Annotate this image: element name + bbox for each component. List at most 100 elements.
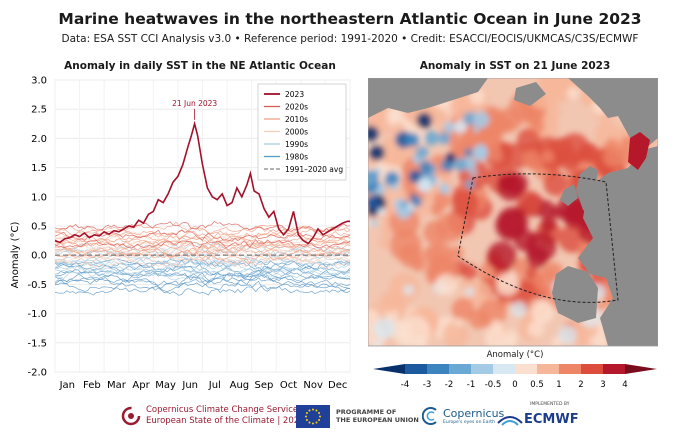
ne-atlantic-region-outline — [457, 173, 619, 303]
eu-line2: THE EUROPEAN UNION — [336, 416, 419, 424]
x-tick-label: Apr — [132, 380, 150, 391]
decade-line-2010s — [54, 246, 351, 258]
y-tick-label: 2.0 — [31, 134, 47, 145]
copernicus-icon — [422, 407, 437, 425]
page-title: Marine heatwaves in the northeastern Atl… — [58, 10, 642, 28]
decade-line-2010s — [55, 230, 351, 246]
x-tick-label: Dec — [328, 380, 347, 391]
footer: Copernicus Climate Change Service Europe… — [0, 398, 700, 434]
colorbar-segment — [515, 364, 538, 374]
decade-line-2020s — [54, 239, 351, 249]
x-tick-label: Jan — [59, 380, 75, 391]
line-chart-axis: 3.0 2.5 2.0 1.5 1.0 0.5 0.0 -0.5 -1.0 -1.5 -2.0 Jan… — [27, 76, 347, 392]
colorbar: -4 -3 -2 -1 -0.5 0 0.5 1 2 3 4 — [373, 364, 657, 390]
colorbar-segment — [471, 364, 494, 374]
decade-line-1990s — [54, 242, 351, 253]
peak-annotation: 21 Jun 2023 — [172, 99, 217, 108]
legend-label: 1980s — [285, 153, 308, 162]
map-title: Anomaly in SST on 21 June 2023 — [419, 60, 611, 72]
decade-line-1980s — [54, 272, 351, 285]
colorbar-tick-label: 4 — [622, 380, 627, 390]
y-tick-label: 1.5 — [31, 163, 47, 174]
x-tick-label: May — [155, 380, 176, 391]
baltic-sea — [628, 132, 650, 170]
y-tick-label: -1.5 — [27, 338, 47, 349]
y-tick-label: 0.5 — [31, 222, 47, 233]
c3s-report: European State of the Climate | 2023 — [146, 416, 305, 426]
legend-label: 2020s — [285, 103, 308, 112]
x-tick-label: Sep — [255, 380, 274, 391]
ecmwf-icon — [497, 416, 523, 426]
legend-label: 2010s — [285, 115, 308, 124]
decade-line-1990s — [54, 265, 351, 278]
c3s-logo: Copernicus Climate Change Service Europe… — [120, 398, 305, 434]
x-tick-label: Aug — [230, 380, 250, 391]
ecmwf-logo: IMPLEMENTED BY ECMWF — [496, 398, 586, 434]
line-chart-legend: 2023 2020s 2010s 2000s 1990s 1980s 1991–2020 a… — [257, 83, 347, 181]
colorbar-segment — [559, 364, 582, 374]
colorbar-segment — [449, 364, 472, 374]
line-2023 — [54, 120, 350, 245]
colorbar-tick-label: 1 — [556, 380, 561, 390]
c3s-name: Copernicus Climate Change Service — [146, 405, 299, 415]
decade-line-1990s — [54, 269, 351, 281]
colorbar-tick-label: 3 — [600, 380, 605, 390]
x-tick-label: Mar — [107, 380, 127, 391]
colorbar-tick-label: 0 — [512, 380, 517, 390]
ecmwf-name: ECMWF — [524, 411, 579, 427]
decade-line-1980s — [54, 274, 351, 289]
y-tick-label: 0.0 — [31, 251, 47, 262]
y-tick-label: 1.0 — [31, 192, 47, 203]
colorbar-label: Anomaly (°C) — [486, 350, 544, 360]
y-tick-label: -0.5 — [27, 280, 47, 291]
y-tick-label: 3.0 — [31, 76, 47, 87]
decade-line-1990s — [54, 264, 351, 275]
colorbar-segment — [405, 364, 428, 374]
copernicus-logo: Copernicus Europe's eyes on Earth — [422, 398, 504, 434]
line-chart-title: Anomaly in daily SST in the NE Atlantic … — [64, 60, 336, 72]
colorbar-tick-label: 0.5 — [530, 380, 544, 390]
decade-line-1980s — [54, 280, 350, 293]
x-tick-label: Jul — [208, 380, 221, 391]
colorbar-tick-label: 2 — [578, 380, 583, 390]
decade-line-2020s — [54, 220, 351, 233]
eu-line1: PROGRAMME OF — [336, 408, 397, 416]
implemented-by: IMPLEMENTED BY — [530, 402, 570, 407]
y-tick-label: -1.0 — [27, 309, 47, 320]
sst-anomaly-map — [368, 78, 658, 347]
x-tick-label: Oct — [280, 380, 297, 391]
colorbar-segment — [537, 364, 560, 374]
legend-label: 2023 — [285, 90, 304, 99]
decade-line-1990s — [54, 261, 351, 273]
decade-line-2000s — [54, 253, 351, 264]
colorbar-tick-label: -2 — [445, 380, 453, 390]
colorbar-segment — [493, 364, 516, 374]
c3s-icon — [121, 406, 141, 426]
line-chart: 3.0 2.5 2.0 1.5 1.0 0.5 0.0 -0.5 -1.0 -1.5 -2.0 Jan… — [10, 76, 351, 392]
land-masses — [368, 78, 658, 346]
legend-label: 1991–2020 avg — [285, 165, 343, 174]
y-tick-label: 2.5 — [31, 105, 47, 116]
decade-line-2000s — [54, 256, 351, 269]
colorbar-segment — [373, 364, 405, 374]
x-tick-label: Nov — [303, 380, 323, 391]
decade-line-1980s — [54, 285, 351, 296]
y-tick-label: -2.0 — [27, 368, 47, 379]
legend-label: 1990s — [285, 140, 308, 149]
legend-label: 2000s — [285, 128, 308, 137]
x-tick-label: Jun — [181, 380, 198, 391]
y-axis-label: Anomaly (°C) — [10, 221, 21, 288]
colorbar-segment — [427, 364, 450, 374]
colorbar-tick-label: -1 — [467, 380, 475, 390]
decade-line-1990s — [54, 255, 351, 268]
copernicus-tagline: Europe's eyes on Earth — [443, 420, 495, 425]
decade-lines — [54, 220, 351, 296]
colorbar-tick-label: -3 — [423, 380, 431, 390]
colorbar-segment — [581, 364, 604, 374]
colorbar-segment — [625, 364, 657, 374]
decade-line-2010s — [54, 221, 351, 236]
eu-logo: PROGRAMME OF THE EUROPEAN UNION — [296, 398, 419, 434]
decade-line-2020s — [54, 229, 351, 242]
colorbar-segment — [603, 364, 626, 374]
